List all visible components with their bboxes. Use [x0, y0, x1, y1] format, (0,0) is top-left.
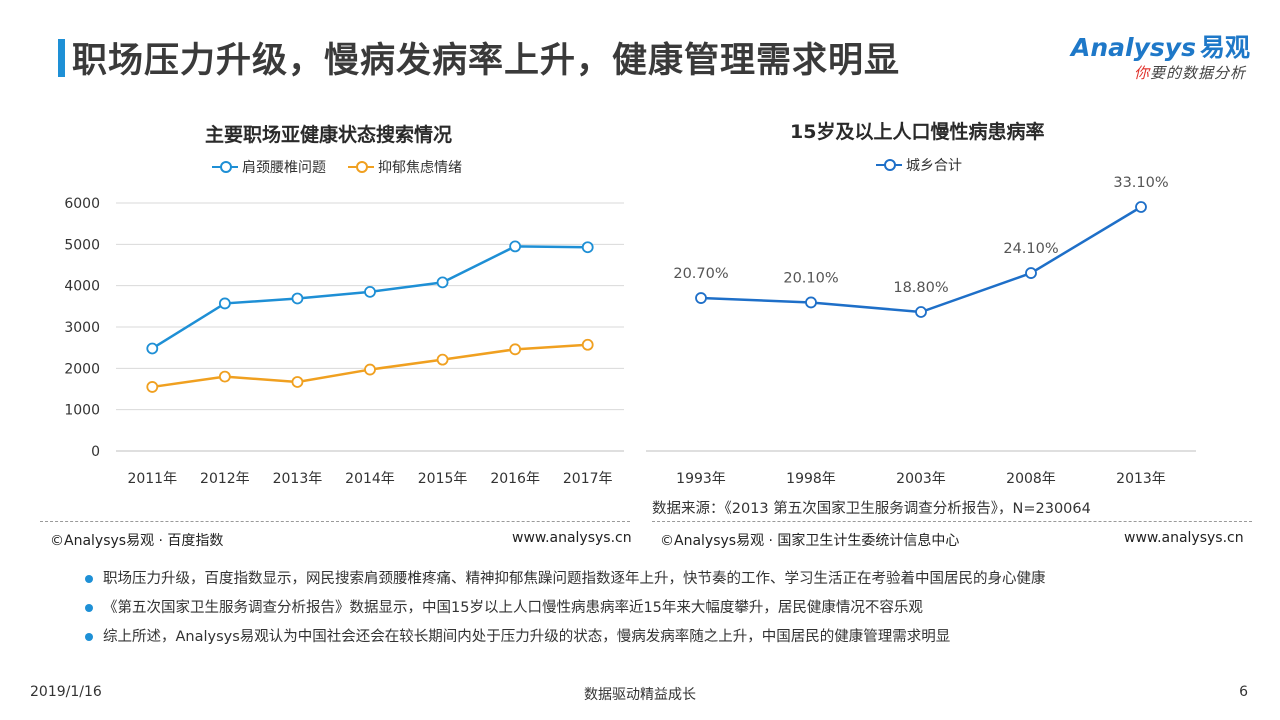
x-tick-label: 2013年 [273, 471, 323, 487]
data-point [364, 285, 376, 298]
data-label: 24.10% [1003, 241, 1058, 257]
data-point [364, 363, 376, 376]
data-point [291, 292, 304, 305]
legend-label-anxiety: 抑郁焦虑情绪 [378, 160, 462, 176]
analysys-logo: Analysys 易观 你要的数据分析 [1071, 28, 1250, 88]
data-point [146, 381, 159, 393]
legend-swatch-total [876, 159, 902, 171]
x-tick-label: 2016年 [490, 471, 540, 487]
footer-date: 2019/1/16 [30, 684, 102, 700]
x-tick-label: 1998年 [786, 471, 836, 487]
x-tick-label: 2003年 [896, 471, 946, 487]
page-title: 职场压力升级，慢病发病率上升，健康管理需求明显 [72, 41, 901, 81]
data-point [509, 343, 522, 356]
left-chart-legend: 肩颈腰椎问题 抑郁焦虑情绪 [212, 157, 484, 177]
data-point [436, 276, 449, 289]
legend-item-anxiety: 抑郁焦虑情绪 [348, 157, 462, 177]
data-point [581, 338, 594, 351]
data-point [805, 296, 817, 309]
data-point [509, 240, 522, 253]
data-point [146, 342, 159, 355]
data-point [915, 306, 927, 318]
right-source-url[interactable]: www.analysys.cn [1124, 530, 1244, 546]
legend-label-neck: 肩颈腰椎问题 [242, 160, 326, 176]
data-point [695, 292, 707, 304]
y-tick-label: 3000 [64, 320, 100, 336]
right-source-credit: ©Analysys易观 · 国家卫生计生委统计信息中心 [660, 533, 960, 549]
y-tick-label: 4000 [64, 279, 100, 295]
summary-bullets: 职场压力升级，百度指数显示，网民搜索肩颈腰椎疼痛、精神抑郁焦躁问题指数逐年上升，… [85, 568, 1046, 655]
left-source-credit: ©Analysys易观 · 百度指数 [50, 533, 224, 549]
data-point [291, 376, 304, 388]
legend-swatch-orange [348, 161, 374, 173]
right-divider [652, 521, 1252, 522]
x-tick-label: 1993年 [676, 471, 726, 487]
legend-item-neck: 肩颈腰椎问题 [212, 157, 326, 177]
left-chart-title: 主要职场亚健康状态搜索情况 [205, 124, 453, 146]
series-line-1 [700, 205, 1142, 314]
left-line-chart: 0 1000 2000 3000 4000 5000 6000 2011年 2012年 2013年… [64, 196, 624, 487]
left-source-url[interactable]: www.analysys.cn [512, 530, 632, 546]
x-tick-label: 2017年 [563, 471, 613, 487]
page-number: 6 [1239, 684, 1248, 700]
data-label: 20.70% [673, 266, 728, 282]
right-chart-legend: 城乡合计 [876, 155, 984, 175]
logo-word: Analysys [1071, 33, 1196, 62]
x-tick-label: 2011年 [127, 471, 177, 487]
x-tick-label: 2008年 [1006, 471, 1056, 487]
y-tick-label: 6000 [64, 196, 100, 212]
footer-slogan: 数据驱动精益成长 [584, 687, 696, 703]
data-point [581, 241, 594, 254]
logo-slogan-first: 你 [1133, 64, 1150, 82]
left-divider [40, 521, 630, 522]
bullet-item: 职场压力升级，百度指数显示，网民搜索肩颈腰椎疼痛、精神抑郁焦躁问题指数逐年上升，… [85, 568, 1046, 597]
data-point [1025, 267, 1037, 279]
bullet-item: 综上所述，Analysys易观认为中国社会还会在较长期间内处于压力升级的状态，慢… [85, 626, 1046, 655]
x-tick-label: 2014年 [345, 471, 395, 487]
logo-slogan-rest: 要的数据分析 [1149, 64, 1246, 82]
data-label: 20.10% [783, 270, 838, 286]
legend-item-total: 城乡合计 [876, 155, 962, 175]
right-chart-title: 15岁及以上人口慢性病患病率 [790, 121, 1045, 143]
logo-cn: 易观 [1199, 33, 1250, 62]
data-source-note: 数据来源：《2013 第五次国家卫生服务调查分析报告》，N=230064 [652, 501, 1091, 517]
data-label: 18.80% [893, 280, 948, 296]
right-line-chart: 1993年 1998年 2003年 2008年 2013年 20.70% 20.10% 18.… [646, 175, 1196, 487]
title-accent-bar [58, 39, 65, 77]
x-tick-label: 2012年 [200, 471, 250, 487]
legend-label-total: 城乡合计 [906, 158, 962, 174]
data-point [218, 297, 231, 310]
data-point [436, 353, 449, 366]
y-tick-label: 1000 [64, 403, 100, 419]
y-tick-label: 0 [91, 444, 100, 460]
y-tick-label: 5000 [64, 237, 100, 253]
data-label: 33.10% [1113, 175, 1168, 191]
legend-swatch-blue [212, 161, 238, 173]
data-point [218, 370, 231, 383]
x-tick-label: 2013年 [1116, 471, 1166, 487]
x-tick-label: 2015年 [418, 471, 468, 487]
bullet-item: 《第五次国家卫生服务调查分析报告》数据显示，中国15岁以上人口慢性病患病率近15… [85, 597, 1046, 626]
y-tick-label: 2000 [64, 361, 100, 377]
data-point [1135, 201, 1147, 213]
